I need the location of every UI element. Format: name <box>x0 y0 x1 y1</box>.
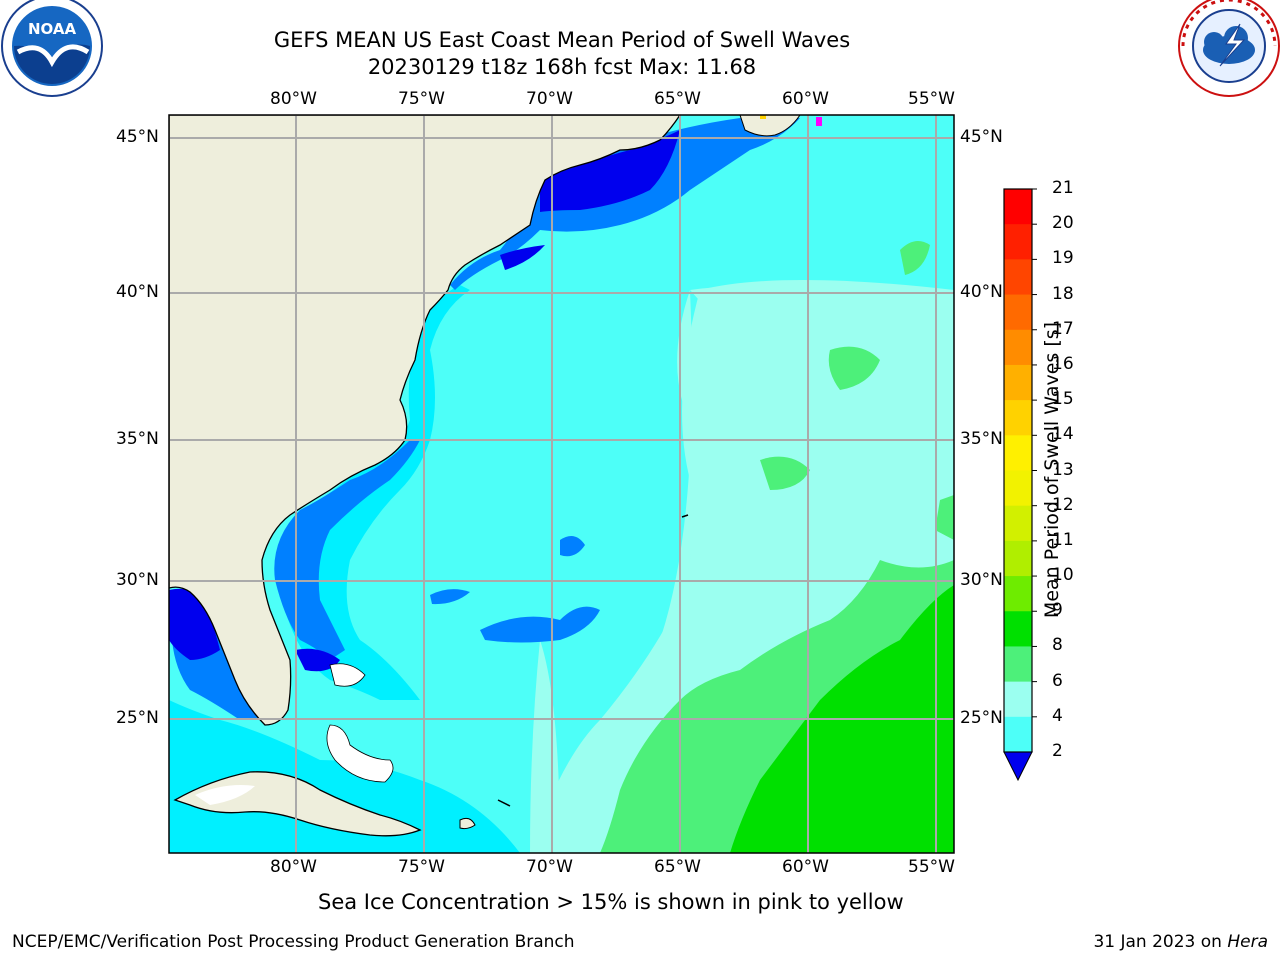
colorbar-tick-label: 4 <box>1052 705 1063 726</box>
map-area <box>169 115 954 853</box>
title-line-1: GEFS MEAN US East Coast Mean Period of S… <box>273 28 851 52</box>
colorbar-segment <box>1004 329 1032 366</box>
lon-label-top: 65°W <box>654 89 701 109</box>
swell-2-4-patch <box>480 606 600 643</box>
colorbar-segment <box>1004 189 1032 225</box>
island <box>459 817 476 830</box>
colorbar-tick-label: 17 <box>1052 318 1074 339</box>
colorbar-segment <box>1004 576 1032 612</box>
lon-label-bottom: 80°W <box>270 857 317 877</box>
lon-label-bottom: 55°W <box>908 857 955 877</box>
swell-2-4-patch <box>560 536 585 557</box>
lat-label-right: 45°N <box>960 127 1003 147</box>
lon-label-bottom: 60°W <box>782 857 829 877</box>
colorbar-tick-label: 16 <box>1052 353 1074 374</box>
colorbar-tick-label: 18 <box>1052 283 1074 304</box>
noaa-logo: NOAA <box>1 0 103 97</box>
colorbar-frame <box>1003 188 1033 753</box>
footer-host: Hera <box>1227 932 1268 952</box>
lat-label-left: 35°N <box>116 429 159 449</box>
colorbar-label: Mean Period of Swell Waves [s] <box>1041 321 1063 619</box>
lon-label-bottom: 75°W <box>398 857 445 877</box>
swell-lt2-gulf <box>169 588 220 660</box>
cuba-shore-white <box>195 785 255 805</box>
swell-lt2-bahamas <box>295 648 340 672</box>
colorbar-segment <box>1004 716 1032 753</box>
lon-label-top: 75°W <box>398 89 445 109</box>
swell-9-10-patch <box>935 495 954 540</box>
title-line-2: 20230129 t18z 168h fcst Max: 11.68 <box>367 55 757 79</box>
colorbar-segment <box>1004 646 1032 683</box>
swell-6-band <box>279 285 470 700</box>
colorbar-tick-label: 13 <box>1052 459 1074 480</box>
lat-label-left: 25°N <box>116 708 159 728</box>
colorbar-tick-label: 10 <box>1052 565 1074 586</box>
colorbar-tick-label: 6 <box>1052 670 1063 691</box>
colorbar-tick-label: 21 <box>1052 178 1074 198</box>
colorbar-segment <box>1004 505 1032 542</box>
colorbar-segment <box>1004 435 1032 471</box>
swell-9-10-patch <box>828 346 880 390</box>
swell-2-4-north <box>450 118 800 290</box>
colorbar-tick-label: 14 <box>1052 424 1074 445</box>
colorbar-segment <box>1004 611 1032 647</box>
colorbar-extend-arrow <box>1003 751 1033 782</box>
colorbar-tick-label: 9 <box>1052 600 1063 621</box>
swell-2-4-band <box>274 440 420 660</box>
lon-label-bottom: 70°W <box>526 857 573 877</box>
lat-label-right: 40°N <box>960 282 1003 302</box>
swell-lt2-long-island <box>500 245 545 270</box>
footer-credit: NCEP/EMC/Verification Post Processing Pr… <box>12 932 575 952</box>
colorbar-tick-label: 20 <box>1052 213 1074 234</box>
sea-ice-note: Sea Ice Concentration > 15% is shown in … <box>318 890 904 914</box>
colorbar-tick-label: 15 <box>1052 389 1074 410</box>
map-frame <box>168 114 955 854</box>
nws-logo <box>1178 0 1280 97</box>
colorbar-segment <box>1004 470 1032 507</box>
swell-8-9-region-main <box>530 280 954 853</box>
lat-label-left: 40°N <box>116 282 159 302</box>
map-gridlines <box>169 115 954 853</box>
colorbar-segment <box>1004 400 1032 436</box>
footer-date: 31 Jan 2023 on Hera <box>1093 932 1268 952</box>
footer-date-text: 31 Jan 2023 on <box>1093 932 1228 952</box>
bahamas-shallow <box>329 663 366 687</box>
colorbar-segment <box>1004 681 1032 718</box>
lon-label-top: 60°W <box>782 89 829 109</box>
colorbar-tick-label: 8 <box>1052 635 1063 656</box>
lon-label-bottom: 65°W <box>654 857 701 877</box>
lat-label-right: 30°N <box>960 570 1003 590</box>
swell-9-10-patch <box>900 241 930 275</box>
colorbar-tick-label: 12 <box>1052 494 1074 515</box>
colorbar-segment <box>1004 294 1032 331</box>
lat-label-left: 45°N <box>116 127 159 147</box>
bahamas-shallow <box>326 724 394 783</box>
svg-text:NOAA: NOAA <box>28 20 77 38</box>
swell-2-4-patch <box>430 589 470 605</box>
colorbar-segment <box>1004 224 1032 260</box>
sea-ice-pixel <box>816 117 822 126</box>
lon-label-top: 55°W <box>908 89 955 109</box>
lat-label-right: 35°N <box>960 429 1003 449</box>
sea-ice-pixel <box>760 115 766 119</box>
colorbar-segment <box>1004 540 1032 577</box>
colorbar-segment <box>1004 259 1032 296</box>
colorbar-tick-label: 19 <box>1052 248 1074 269</box>
swell-lt2-gulf-of-maine <box>540 130 680 212</box>
colorbar-tick-label: 11 <box>1052 529 1074 550</box>
lat-label-left: 30°N <box>116 570 159 590</box>
swell-9-10-patch <box>760 456 810 490</box>
lat-label-right: 25°N <box>960 708 1003 728</box>
colorbar-segment <box>1004 364 1032 401</box>
colorbar-tick-label: 2 <box>1052 741 1063 761</box>
island-bermuda <box>681 514 689 518</box>
island <box>497 799 511 807</box>
lon-label-top: 80°W <box>270 89 317 109</box>
lon-label-top: 70°W <box>526 89 573 109</box>
swell-6-south <box>169 700 520 853</box>
land-nova-scotia <box>739 115 801 137</box>
colorbar <box>1003 188 1037 782</box>
